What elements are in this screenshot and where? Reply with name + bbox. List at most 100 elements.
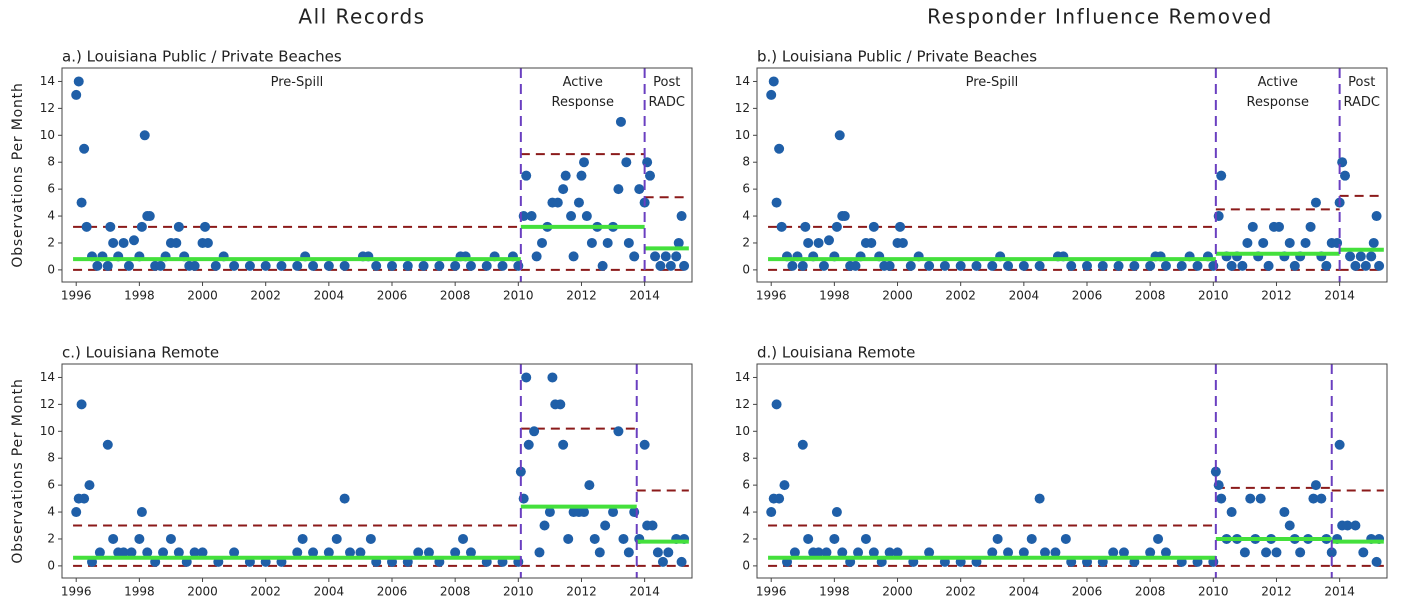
data-point (650, 251, 661, 262)
plot-frame (756, 363, 1388, 579)
data-point (1371, 556, 1382, 567)
data-point (102, 260, 113, 271)
data-point (1160, 260, 1171, 271)
data-point (547, 372, 558, 383)
data-point (613, 426, 624, 437)
data-point (600, 520, 611, 531)
column-title: Responder Influence Removed (927, 5, 1273, 29)
data-point (824, 235, 834, 246)
x-tick-label: 2006 (1072, 585, 1103, 599)
data-point (118, 237, 129, 248)
y-tick-label: 2 (47, 531, 55, 545)
data-point (1284, 237, 1295, 248)
data-point (1326, 547, 1337, 558)
data-point (123, 260, 134, 271)
data-point (158, 547, 169, 558)
data-point (129, 235, 139, 246)
data-point (465, 547, 476, 558)
y-tick-label: 8 (47, 451, 55, 465)
x-tick-label: 2002 (250, 289, 281, 303)
data-point (589, 533, 600, 544)
y-tick-label: 6 (742, 478, 750, 492)
data-point (1129, 260, 1140, 271)
data-point (308, 260, 319, 271)
data-point (84, 480, 95, 491)
data-point (450, 260, 461, 271)
data-point (1242, 237, 1253, 248)
data-point (1258, 237, 1269, 248)
data-point (108, 237, 119, 248)
data-point (576, 170, 587, 181)
x-tick-label: 1996 (756, 289, 787, 303)
x-tick-label: 2000 (187, 289, 218, 303)
data-point (779, 480, 790, 491)
data-point (434, 260, 445, 271)
x-tick-label: 2010 (1198, 289, 1229, 303)
x-tick-label: 2014 (1324, 585, 1355, 599)
y-tick-label: 6 (47, 182, 55, 196)
data-point (521, 170, 532, 181)
data-point (597, 260, 608, 271)
data-point (73, 76, 84, 87)
data-point (165, 533, 176, 544)
data-point (1340, 170, 1350, 181)
data-point (387, 260, 397, 271)
data-point (142, 547, 153, 558)
x-tick-label: 2000 (882, 585, 913, 599)
data-point (987, 547, 998, 558)
data-point (647, 520, 658, 531)
data-point (339, 493, 350, 504)
y-tick-label: 4 (47, 505, 55, 519)
data-point (144, 211, 155, 222)
data-point (1371, 211, 1382, 222)
data-point (895, 221, 906, 232)
data-point (1355, 251, 1366, 262)
x-tick-label: 2000 (187, 585, 218, 599)
data-point (79, 493, 90, 504)
data-point (829, 533, 840, 544)
data-point (1247, 221, 1258, 232)
data-point (581, 211, 592, 222)
data-point (657, 556, 668, 567)
data-point (171, 237, 182, 248)
x-tick-label: 2012 (566, 289, 597, 303)
data-point (573, 197, 584, 208)
data-point (1284, 520, 1295, 531)
data-point (645, 170, 655, 181)
phase-label: Pre-Spill (271, 75, 324, 90)
data-point (371, 260, 382, 271)
column-title: All Records (298, 5, 425, 29)
x-tick-label: 1998 (124, 585, 155, 599)
data-point (768, 76, 779, 87)
data-point (803, 533, 814, 544)
phase-label: Active Response (552, 75, 614, 110)
data-point (134, 533, 145, 544)
phase-label-line: Response (1247, 95, 1309, 110)
data-point (971, 260, 982, 271)
y-tick-label: 6 (47, 478, 55, 492)
data-point (584, 480, 595, 491)
data-point (79, 143, 90, 154)
data-point (884, 547, 895, 558)
x-tick-label: 2012 (1261, 289, 1292, 303)
data-point (521, 372, 532, 383)
x-tick-label: 2008 (440, 289, 471, 303)
data-point (1226, 507, 1237, 518)
data-point (537, 237, 547, 248)
data-point (1321, 260, 1332, 271)
data-point (586, 237, 597, 248)
data-point (260, 260, 271, 271)
data-point (623, 237, 634, 248)
data-point (1350, 260, 1361, 271)
data-point (297, 533, 308, 544)
data-point (629, 251, 640, 262)
data-point (834, 130, 845, 141)
data-point (813, 547, 824, 558)
data-point (558, 439, 569, 450)
data-point (552, 197, 563, 208)
data-point (200, 221, 211, 232)
data-point (771, 197, 782, 208)
data-point (676, 556, 687, 567)
data-point (1263, 260, 1274, 271)
